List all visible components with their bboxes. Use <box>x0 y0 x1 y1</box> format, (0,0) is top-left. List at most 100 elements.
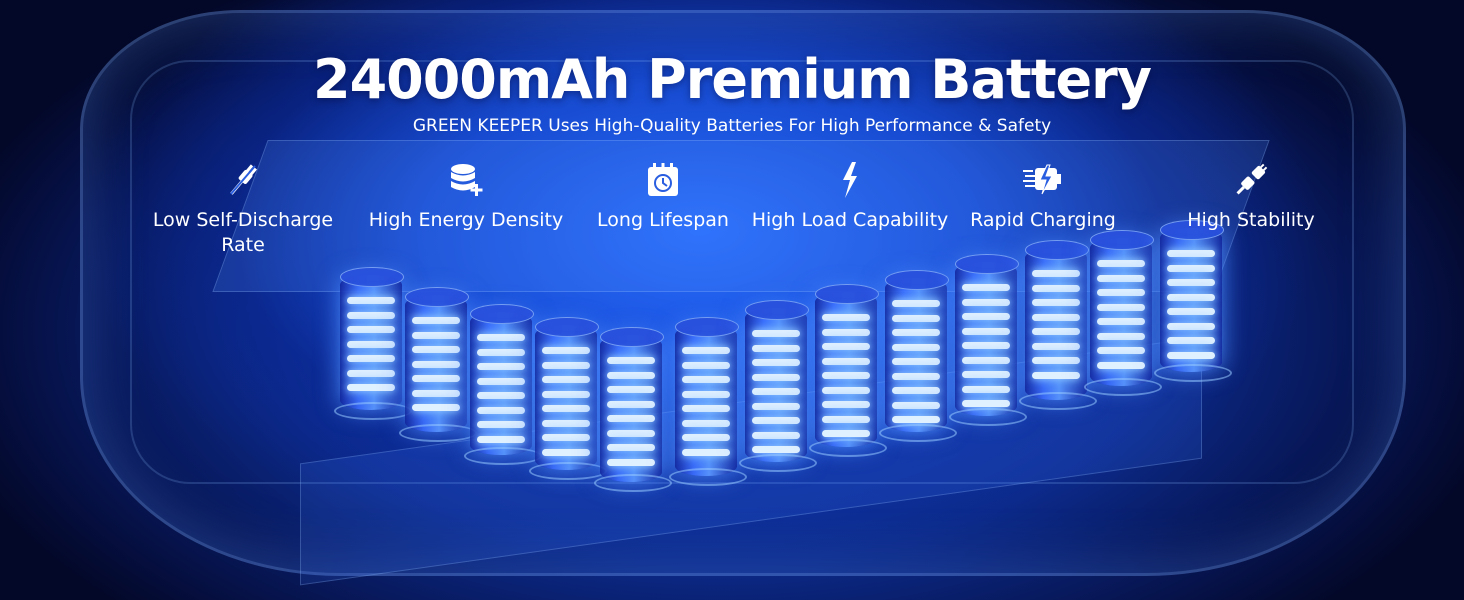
calendar-clock-icon <box>553 160 773 200</box>
cell-glow-stripe <box>1167 279 1215 286</box>
battery-cell <box>949 254 1027 426</box>
cell-glow-stripe <box>477 392 525 399</box>
cell-glow-stripe <box>1097 361 1145 369</box>
cell-glow-stripe <box>1032 371 1080 379</box>
feature-high-load-capability: High Load Capability <box>740 160 960 233</box>
cell-glow-stripe <box>347 311 395 319</box>
cell-glow-stripe <box>892 372 940 380</box>
feature-label: Low Self-Discharge Rate <box>152 209 334 256</box>
cell-glow-stripe <box>1032 270 1080 277</box>
cell-glow-stripe <box>962 356 1010 364</box>
feature-label: High Stability <box>1187 209 1315 231</box>
feature-label: Long Lifespan <box>597 209 729 231</box>
cell-glow-stripe <box>1097 318 1145 325</box>
database-plus-icon <box>356 160 576 200</box>
feature-high-stability: High Stability <box>1141 160 1361 233</box>
cell-glow-stripe <box>477 421 525 428</box>
battery-cell <box>1019 240 1097 410</box>
cell-glow-stripe <box>1097 289 1145 296</box>
cell-glow-stripe <box>962 327 1010 335</box>
cell-cap <box>955 254 1019 274</box>
cell-cap <box>600 327 664 347</box>
cell-base-ring <box>464 447 542 465</box>
cell-glow-stripe <box>542 361 590 369</box>
feature-label: Rapid Charging <box>970 209 1116 231</box>
feature-rapid-charging: Rapid Charging <box>933 160 1153 233</box>
cell-glow-stripe <box>682 434 730 441</box>
cell-glow-stripe <box>892 387 940 394</box>
cell-glow-stripe <box>607 357 655 364</box>
cell-glow-stripe <box>1167 250 1215 257</box>
cell-glow-stripe <box>347 326 395 333</box>
cell-glow-stripe <box>1097 274 1145 282</box>
cell-glow-stripe <box>962 284 1010 291</box>
cell-glow-stripe <box>1032 342 1080 350</box>
cell-glow-stripe <box>412 360 460 368</box>
cell-glow-stripe <box>822 415 870 423</box>
cell-glow-stripe <box>822 314 870 321</box>
cell-base-ring <box>334 402 412 420</box>
cell-base-ring <box>594 474 672 492</box>
cell-glow-stripe <box>752 330 800 337</box>
cell-glow-stripe <box>412 317 460 324</box>
cell-glow-stripe <box>477 334 525 341</box>
cell-glow-stripe <box>412 346 460 353</box>
lightning-bolt-icon <box>740 160 960 200</box>
cell-glow-stripe <box>1032 299 1080 306</box>
battery-cell <box>1084 230 1162 396</box>
cell-glow-stripe <box>412 375 460 382</box>
cell-glow-stripe <box>682 390 730 398</box>
cell-glow-stripe <box>822 357 870 365</box>
cell-glow-stripe <box>962 400 1010 407</box>
cell-glow-stripe <box>752 373 800 381</box>
plug-connect-icon <box>1141 160 1361 200</box>
battery-cell <box>399 287 477 442</box>
cell-cap <box>405 287 469 307</box>
cell-glow-stripe <box>1097 332 1145 340</box>
cell-glow-stripe <box>477 348 525 356</box>
cell-glow-stripe <box>607 444 655 451</box>
cell-glow-stripe <box>347 340 395 348</box>
battery-cell <box>879 270 957 442</box>
battery-cell <box>334 267 412 420</box>
cell-glow-stripe <box>412 404 460 411</box>
cell-glow-stripe <box>752 388 800 395</box>
battery-cell <box>809 284 887 457</box>
feature-long-lifespan: Long Lifespan <box>553 160 773 233</box>
cell-glow-stripe <box>347 384 395 391</box>
cell-glow-stripe <box>822 401 870 408</box>
page-subtitle: GREEN KEEPER Uses High-Quality Batteries… <box>412 116 1052 136</box>
cell-glow-stripe <box>752 402 800 410</box>
cell-cap <box>1160 220 1224 240</box>
cell-glow-stripe <box>752 417 800 424</box>
cell-glow-stripe <box>822 343 870 350</box>
cell-glow-stripe <box>752 431 800 439</box>
cell-glow-stripe <box>1032 328 1080 335</box>
battery-cell <box>669 317 747 486</box>
page-title: 24000mAh Premium Battery <box>313 48 1152 111</box>
cell-glow-stripe <box>892 329 940 336</box>
feature-high-energy-density: High Energy Density <box>356 160 576 233</box>
cell-glow-stripe <box>962 298 1010 306</box>
cell-cap <box>675 317 739 337</box>
feature-label: High Energy Density <box>368 209 564 231</box>
battery-cell <box>594 327 672 492</box>
cell-glow-stripe <box>542 434 590 441</box>
cell-glow-stripe <box>822 328 870 336</box>
cell-glow-stripe <box>822 430 870 437</box>
cell-glow-stripe <box>347 369 395 377</box>
cell-base-ring <box>399 424 477 442</box>
device-inner-outline <box>130 60 1354 484</box>
cell-glow-stripe <box>752 344 800 352</box>
cell-base-ring <box>879 424 957 442</box>
cell-glow-stripe <box>1167 322 1215 330</box>
cell-glow-stripe <box>542 376 590 383</box>
cell-glow-stripe <box>962 371 1010 378</box>
cell-glow-stripe <box>682 361 730 369</box>
cell-glow-stripe <box>607 429 655 437</box>
cell-glow-stripe <box>542 347 590 354</box>
battery-cell <box>529 317 607 480</box>
cell-glow-stripe <box>1167 308 1215 315</box>
cell-glow-stripe <box>752 359 800 366</box>
cell-glow-stripe <box>682 419 730 427</box>
